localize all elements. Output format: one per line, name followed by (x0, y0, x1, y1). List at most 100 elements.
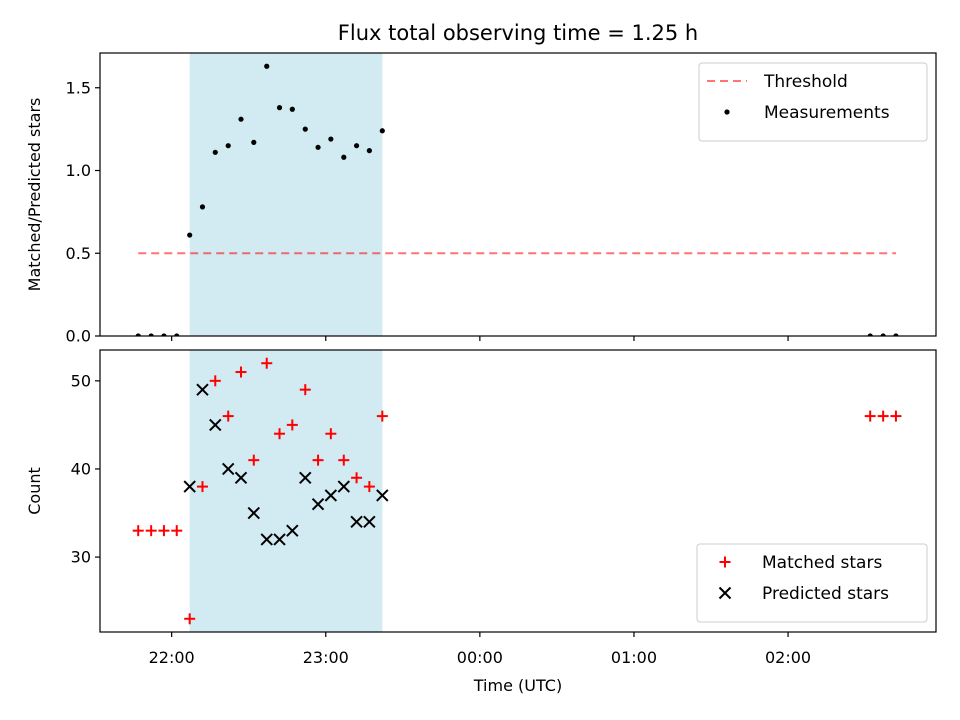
data-point (274, 428, 286, 440)
top-y-axis-label: Matched/Predicted stars (25, 98, 44, 292)
data-point (289, 106, 295, 112)
legend-marker (724, 109, 730, 115)
data-point (376, 410, 388, 422)
data-point (209, 418, 222, 432)
series-matched-stars (132, 357, 902, 625)
data-point (247, 506, 261, 520)
bottom-y-axis-label: Count (25, 467, 44, 515)
observing-span (189, 53, 383, 336)
data-point (286, 524, 299, 537)
legend-marker (719, 556, 731, 568)
y-tick-label: 1.5 (66, 78, 91, 97)
data-point (260, 533, 273, 546)
data-point (299, 384, 311, 396)
x-tick-label: 00:00 (457, 648, 503, 667)
data-point (251, 139, 257, 145)
data-point (325, 428, 337, 440)
data-point (238, 116, 244, 122)
x-tick-label: 02:00 (765, 648, 811, 667)
top-axes-frame (99, 52, 937, 337)
data-point (299, 471, 312, 484)
data-point (363, 481, 375, 493)
y-tick-label: 0.5 (66, 244, 91, 263)
legend-label: Predicted stars (762, 584, 889, 604)
data-point (312, 454, 324, 466)
data-point (877, 410, 889, 422)
data-point (353, 143, 360, 149)
top-plot-area (135, 53, 899, 336)
legend-box (696, 543, 928, 623)
legend-label: Matched stars (762, 553, 882, 573)
data-point (376, 489, 389, 502)
top-legend: Threshold Measurements (698, 62, 928, 142)
x-axis: 22:00 23:00 00:00 01:00 02:00 (149, 648, 812, 667)
data-point (222, 462, 235, 476)
data-point (261, 357, 273, 369)
series-predicted-stars (183, 383, 389, 546)
observing-span (189, 350, 383, 632)
data-point (248, 454, 260, 466)
bottom-legend: Matched stars Predicted stars (696, 543, 928, 623)
data-point (328, 136, 334, 142)
data-point (225, 143, 231, 149)
data-point (273, 533, 286, 546)
data-point (161, 333, 167, 336)
data-point (222, 410, 234, 422)
data-point (135, 333, 141, 336)
data-point (315, 144, 321, 150)
data-point (338, 454, 350, 466)
data-point (363, 515, 376, 529)
data-point (366, 148, 372, 154)
data-point (235, 366, 247, 378)
data-point (337, 480, 350, 493)
series-measurements (135, 63, 899, 336)
y-tick-label: 0.0 (66, 327, 91, 346)
data-point (893, 333, 899, 336)
bottom-axes-frame (99, 349, 937, 633)
legend-label: Measurements (764, 103, 890, 123)
legend-label: Threshold (763, 72, 848, 92)
legend-marker (718, 586, 732, 600)
data-point (183, 480, 196, 493)
data-point (379, 128, 385, 134)
data-point (351, 472, 363, 484)
data-point (264, 63, 270, 69)
data-point (187, 232, 193, 238)
data-point (209, 375, 221, 387)
top-panel: 0.0 0.5 1.0 1.5 Matched/Predicted stars Thres… (25, 52, 937, 346)
data-point (864, 410, 876, 422)
data-point (145, 525, 157, 537)
y-tick-label: 1.0 (66, 161, 91, 180)
data-point (276, 105, 283, 111)
bottom-plot-area (132, 350, 902, 632)
data-point (341, 154, 347, 160)
y-tick-label: 40 (71, 459, 91, 478)
data-point (184, 613, 196, 625)
data-point (890, 410, 902, 422)
data-point (196, 481, 208, 493)
data-point (302, 126, 308, 132)
x-tick-label: 23:00 (303, 648, 349, 667)
data-point (148, 333, 154, 336)
data-point (880, 333, 886, 336)
data-point (158, 525, 170, 537)
bottom-panel: 30 40 50 Count Matched stars Predicted stars (25, 349, 937, 637)
data-point (350, 515, 363, 529)
data-point (867, 333, 873, 336)
data-point (196, 383, 209, 396)
x-tick-label: 01:00 (611, 648, 657, 667)
x-tick-label: 22:00 (149, 648, 195, 667)
data-point (234, 471, 248, 484)
data-point (212, 149, 218, 155)
chart-title: Flux total observing time = 1.25 h (338, 21, 698, 45)
data-point (132, 525, 144, 537)
legend-box (698, 62, 928, 142)
data-point (174, 333, 180, 336)
data-point (171, 525, 183, 537)
y-tick-label: 30 (71, 548, 91, 567)
y-tick-label: 50 (71, 371, 91, 390)
data-point (324, 489, 338, 502)
data-point (199, 204, 206, 210)
data-point (311, 498, 325, 511)
